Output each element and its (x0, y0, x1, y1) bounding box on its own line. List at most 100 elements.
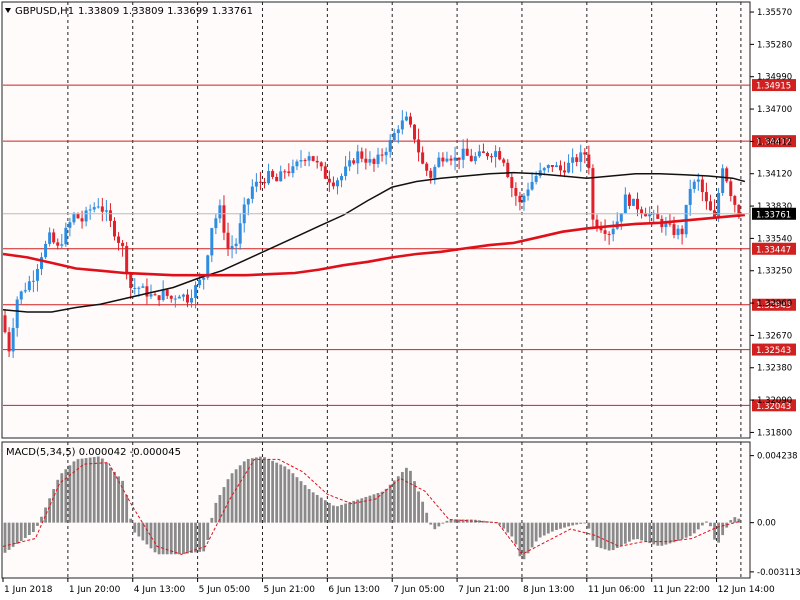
candle-body (376, 154, 380, 164)
macd-bar (579, 522, 583, 524)
candle-body (254, 181, 258, 187)
candle-body (19, 291, 23, 300)
candle-body (404, 116, 408, 121)
time-tick-label: 6 Jun 13:00 (328, 585, 380, 595)
macd-bar (441, 522, 445, 524)
candle-body (518, 195, 522, 203)
time-tick-label: 7 Jun 21:00 (458, 585, 510, 595)
macd-bar (104, 462, 108, 523)
candle-body (421, 152, 425, 164)
candle-body (490, 156, 494, 158)
macd-bar (546, 522, 550, 534)
candle-body (676, 228, 680, 235)
candle-body (571, 157, 575, 163)
macd-bar (323, 500, 327, 523)
level-tag-label: 1.32043 (756, 402, 791, 412)
macd-bar (522, 522, 526, 560)
candle-body (238, 223, 242, 244)
macd-bar (510, 522, 514, 537)
macd-bar (254, 457, 258, 523)
candle-body (250, 186, 254, 199)
candle-body (526, 189, 530, 196)
macd-bar (352, 500, 356, 523)
macd-bar (376, 493, 380, 523)
candle-body (433, 166, 437, 178)
macd-bar (299, 481, 303, 523)
macd-bar (315, 494, 319, 523)
candle-body (335, 180, 339, 187)
candle-body (680, 228, 684, 235)
macd-bar (672, 522, 676, 543)
macd-bar (169, 522, 173, 555)
macd-bar (40, 516, 43, 523)
candle-body (672, 224, 676, 235)
candle-body (502, 159, 506, 163)
macd-bar (68, 465, 72, 523)
candle-body (725, 168, 729, 182)
candle-body (550, 165, 554, 167)
macd-bar (259, 456, 262, 523)
candle-body (348, 160, 352, 167)
candle-body (331, 182, 335, 187)
macd-bar (700, 522, 704, 526)
macd-bar (506, 522, 510, 533)
candle-body (636, 198, 640, 210)
candle-body (303, 160, 307, 162)
candle-body (704, 192, 708, 202)
collapse-triangle-icon[interactable] (5, 8, 11, 13)
candle-body (299, 160, 303, 162)
candle-body (441, 157, 445, 162)
time-tick-label: 4 Jun 13:00 (134, 585, 186, 595)
macd-bar (194, 522, 197, 553)
macd-bar (60, 473, 64, 523)
candle-body (656, 213, 660, 219)
macd-bar (705, 521, 708, 523)
candle-body (465, 148, 469, 156)
macd-bar (457, 519, 461, 523)
candle-body (413, 124, 417, 140)
macd-bar (145, 522, 149, 545)
level-tag (752, 242, 796, 255)
candle-body (425, 163, 429, 171)
price-tick-label: 1.31800 (757, 428, 792, 438)
macd-bar (550, 522, 554, 532)
macd-bar (599, 522, 603, 549)
level-tag-label: 1.34915 (756, 82, 791, 92)
macd-bar (287, 469, 291, 523)
macd-bar (137, 522, 141, 537)
time-axis: 1 Jun 2018 1 Jun 20:00 4 Jun 13:00 5 Jun 05… (2, 578, 775, 595)
macd-bar (692, 522, 696, 534)
time-tick-label: 8 Jun 13:00 (523, 585, 575, 595)
price-tick-label: 1.33540 (757, 234, 792, 244)
macd-bar (392, 480, 396, 523)
macd-bar (165, 522, 169, 555)
macd-bar (263, 457, 266, 523)
time-tick-label: 12 Jun 14:00 (718, 585, 775, 595)
candle-body (481, 151, 485, 153)
macd-bar (186, 522, 189, 554)
macd-bar (206, 522, 210, 541)
candle-body (315, 160, 319, 163)
time-tick-label: 1 Jun 2018 (4, 585, 53, 595)
macd-bar (364, 496, 368, 523)
macd-bar (498, 522, 502, 525)
candle-body (449, 158, 453, 161)
candle-body (230, 246, 234, 249)
macd-bar (721, 522, 725, 536)
price-plot-area[interactable] (1, 1, 751, 439)
candle-body (595, 219, 599, 228)
candle-body (388, 140, 392, 152)
macd-bar (380, 491, 384, 523)
macd-bar (19, 522, 23, 541)
candle-body (461, 148, 465, 160)
macd-bar (332, 505, 335, 523)
macd-bar (319, 497, 323, 523)
candle-body (700, 179, 704, 193)
macd-bar (121, 480, 125, 523)
macd-bar (125, 494, 129, 523)
candle-body (137, 287, 141, 289)
macd-bar (680, 522, 684, 540)
candle-body (112, 220, 116, 237)
time-tick-label: 1 Jun 20:00 (69, 585, 121, 595)
